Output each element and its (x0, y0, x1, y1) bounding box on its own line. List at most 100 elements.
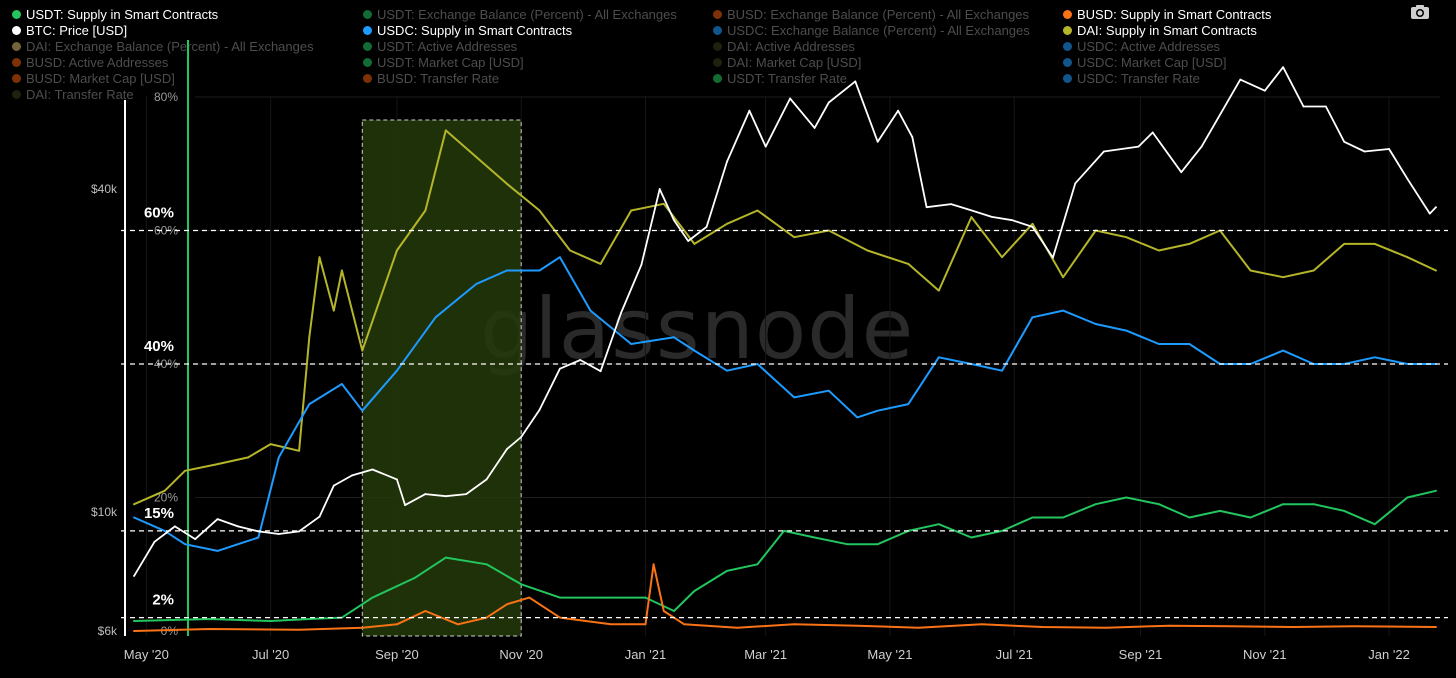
data-point (970, 209, 973, 212)
legend-item[interactable]: USDC: Supply in Smart Contracts (363, 23, 572, 39)
legend-label: USDT: Market Cap [USD] (377, 55, 524, 70)
data-point (589, 309, 592, 312)
data-point (813, 127, 816, 129)
data-point (726, 222, 728, 225)
data-point (793, 623, 796, 626)
data-point (396, 623, 398, 626)
reference-line-label: 15% (144, 505, 174, 522)
y-right-tick-label: 20% (154, 491, 178, 505)
data-point (361, 626, 364, 629)
camera-icon[interactable] (1410, 4, 1430, 20)
legend-color-dot (12, 42, 21, 51)
data-point (980, 623, 983, 626)
legend-item[interactable]: DAI: Active Addresses (713, 39, 855, 55)
data-point (1062, 309, 1065, 312)
data-point (216, 463, 219, 466)
legend-item[interactable]: BUSD: Exchange Balance (Percent) - All E… (713, 7, 1029, 23)
legend-label: USDC: Transfer Rate (1077, 71, 1200, 86)
legend-item[interactable]: BTC: Price [USD] (12, 23, 127, 39)
data-point (1302, 105, 1305, 108)
data-point (216, 550, 219, 552)
data-point (1062, 276, 1065, 279)
y-left-tick-label: $40k (91, 182, 118, 196)
data-point (444, 129, 447, 132)
legend-item[interactable]: BUSD: Market Cap [USD] (12, 71, 175, 87)
data-point (475, 283, 478, 285)
legend-color-dot (713, 58, 722, 67)
data-point (876, 543, 879, 546)
legend-label: USDT: Exchange Balance (Percent) - All E… (377, 7, 677, 22)
data-point (133, 516, 136, 519)
data-point (937, 523, 940, 526)
data-point (1041, 626, 1044, 628)
data-point (1428, 212, 1431, 215)
data-point (1343, 242, 1346, 245)
x-tick-label: Mar '21 (744, 647, 787, 662)
legend-item[interactable]: USDT: Market Cap [USD] (363, 55, 524, 71)
legend-item[interactable]: USDC: Market Cap [USD] (1063, 55, 1227, 71)
data-point (133, 620, 136, 622)
legend-color-dot (12, 10, 21, 19)
data-point (1363, 150, 1366, 153)
legend-item[interactable]: USDC: Transfer Rate (1063, 71, 1200, 87)
data-point (789, 97, 792, 100)
data-point (371, 596, 374, 599)
series-line (133, 489, 1437, 622)
data-point (856, 416, 859, 419)
data-point (736, 626, 739, 629)
legend-label: USDC: Active Addresses (1077, 39, 1221, 54)
legend-item[interactable]: USDT: Active Addresses (363, 39, 517, 55)
legend-item[interactable]: BUSD: Supply in Smart Contracts (1063, 7, 1271, 23)
x-tick-label: Jul '20 (252, 647, 289, 662)
x-tick-label: Nov '21 (1243, 647, 1287, 662)
data-point (1188, 343, 1191, 345)
data-point (341, 383, 343, 385)
data-point (644, 596, 647, 599)
legend-item[interactable]: BUSD: Transfer Rate (363, 71, 499, 87)
data-point (1001, 369, 1003, 372)
data-point (1263, 89, 1266, 92)
data-point (559, 596, 561, 599)
data-point (1125, 329, 1128, 332)
data-point (662, 202, 665, 205)
data-point (1388, 148, 1390, 150)
data-point (693, 349, 696, 352)
data-point (1282, 276, 1285, 279)
data-point (465, 493, 468, 495)
data-point (298, 530, 301, 533)
data-point (396, 249, 398, 252)
data-point (1373, 356, 1376, 359)
legend-item[interactable]: USDT: Exchange Balance (Percent) - All E… (363, 7, 677, 23)
legend-item[interactable]: USDC: Exchange Balance (Percent) - All E… (713, 23, 1030, 39)
legend-item[interactable]: USDT: Supply in Smart Contracts (12, 7, 218, 23)
data-point (1249, 269, 1252, 272)
legend-label: USDT: Active Addresses (377, 39, 518, 54)
data-point (620, 312, 622, 314)
data-point (506, 182, 508, 185)
chart-legend: USDT: Supply in Smart Contracts USDT: Exc… (0, 0, 1456, 104)
data-point (414, 576, 417, 579)
legend-label: BUSD: Exchange Balance (Percent) - All E… (727, 7, 1030, 22)
data-point (269, 443, 272, 445)
data-point (538, 209, 541, 212)
legend-color-dot (1063, 58, 1072, 67)
legend-item[interactable]: BUSD: Active Addresses (12, 55, 168, 71)
data-point (1094, 503, 1097, 506)
data-point (673, 219, 675, 222)
data-point (1249, 516, 1252, 519)
reference-line-label: 2% (152, 592, 174, 609)
data-point (1435, 626, 1437, 628)
legend-item[interactable]: DAI: Transfer Rate (12, 87, 134, 103)
data-point (1104, 626, 1107, 629)
legend-item[interactable]: USDT: Transfer Rate (713, 71, 847, 87)
legend-item[interactable]: DAI: Exchange Balance (Percent) - All Ex… (12, 39, 314, 55)
legend-color-dot (1063, 74, 1072, 83)
data-point (351, 474, 353, 477)
legend-item[interactable]: USDC: Active Addresses (1063, 39, 1220, 55)
legend-item[interactable]: DAI: Market Cap [USD] (713, 55, 861, 71)
legend-item[interactable]: DAI: Supply in Smart Contracts (1063, 23, 1257, 39)
data-point (937, 289, 940, 292)
data-point (538, 409, 541, 411)
data-point (1343, 363, 1346, 365)
data-point (673, 336, 675, 339)
